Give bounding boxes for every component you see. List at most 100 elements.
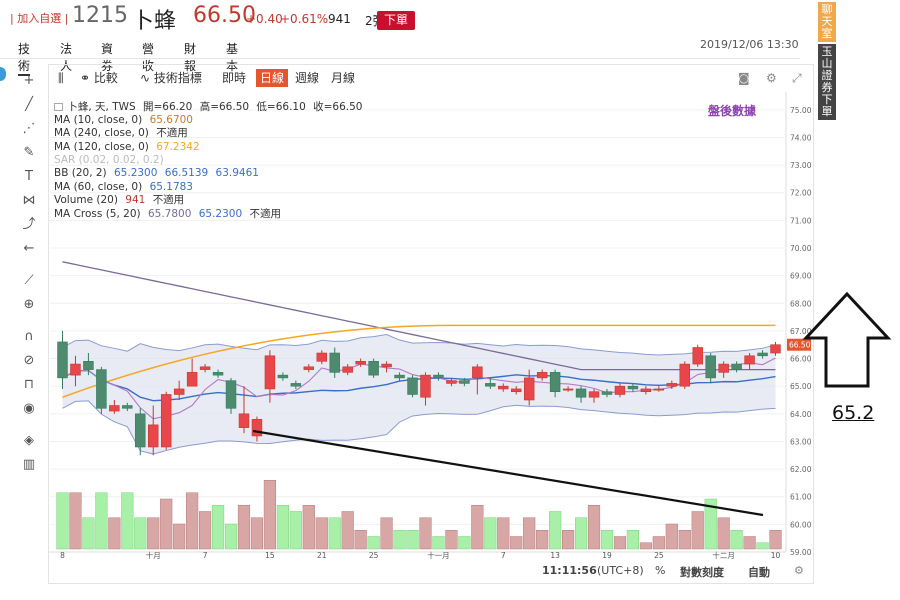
volume-bar [678,530,691,550]
tab-financials[interactable]: 財報 [184,42,197,73]
volume-bar [549,511,562,550]
price-chart[interactable]: 75.00 74.00 73.00 72.00 71.00 70.00 69.00 68.00… [48,92,813,560]
y-tick-label: 62.00 [790,465,812,474]
percent-toggle[interactable]: % [655,564,666,577]
legend-main: 卜蜂, 天, TWS 開=66.20 高=66.50 低=66.10 收=66.… [54,101,362,114]
camera-icon[interactable]: ◙ [738,71,750,85]
auto-scale-toggle[interactable]: 自動 [748,566,770,579]
layers-icon[interactable]: ◈ [24,433,34,448]
legend-volume-v2: 不適用 [152,194,185,206]
legend-bb-label: BB (20, 2) [54,167,107,179]
settings-gear-icon[interactable]: ⚙ [794,564,804,577]
x-tick-label: 7 [203,551,208,560]
volume-bar [639,542,652,550]
back-arrow-icon[interactable]: ← [23,241,35,256]
candle-body [433,374,444,379]
volume-bar [574,517,588,550]
volume-bar [717,517,730,550]
add-watchlist-link[interactable]: | 加入自選 | [10,12,69,25]
crosshair-icon[interactable]: + [23,73,35,88]
panel-handle[interactable] [0,67,6,81]
fib-icon[interactable]: ⋰ [22,121,36,136]
log-scale-toggle[interactable]: 對數刻度 [680,566,724,579]
toggle-icon[interactable] [54,103,63,111]
intraday-button[interactable]: 即時 [222,71,247,85]
stock-name: 卜蜂 [132,9,177,34]
volume-bar [211,505,225,550]
volume-bar [69,492,82,550]
candle-body [57,341,68,379]
y-tick-label: 74.00 [790,133,812,142]
candle-body [770,344,781,354]
broker-order-button[interactable]: 玉山證券下單 [818,44,836,120]
text-icon[interactable]: T [25,169,33,184]
legend-macross-label: MA Cross (5, 20) [54,208,141,220]
brush-icon[interactable]: ✎ [23,145,35,160]
magnet-icon[interactable]: ∩ [24,329,34,344]
volume-bar [484,517,497,550]
x-tick-label: 19 [602,551,612,560]
eye-icon[interactable]: ◉ [23,401,35,416]
tab-technical[interactable]: 技術 [18,40,31,76]
measure-icon[interactable]: ⟋ [24,273,34,288]
legend-ma120-value: 67.2342 [156,141,200,153]
pattern-icon[interactable]: ⋈ [22,193,36,208]
volume-bar [523,517,536,550]
volume-bar [769,530,782,550]
trendline-icon[interactable]: ╱ [25,97,33,112]
candle-body [498,385,509,390]
lock-draw-icon[interactable]: ⊘ [23,353,35,368]
volume-bar [665,523,678,550]
candle-body [199,366,211,370]
clock-tz: (UTC+8) [597,564,644,577]
x-tick-label: 十二月 [712,550,735,560]
drawn-trendline[interactable] [252,429,764,517]
volume-bars [56,480,782,550]
compare-button[interactable]: ⚭ 比較 [80,69,118,87]
candle-body [96,369,107,409]
candle-body [679,363,690,387]
legend-ma60-value: 65.1783 [149,181,193,193]
price-change: +0.40 [246,12,283,26]
candle-body [238,413,250,428]
tab-basic[interactable]: 基本 [226,42,239,73]
ruler-icon[interactable]: ⤴ [22,217,36,232]
zoom-in-icon[interactable]: ⊕ [23,297,35,312]
daily-button[interactable]: 日線 [256,69,289,87]
volume-bar [199,511,212,550]
volume-bar [160,498,173,550]
candle-body [329,352,340,373]
monthly-button[interactable]: 月線 [331,71,356,85]
candle-body [718,363,729,373]
volume-bar [587,505,601,550]
clock-time: 11:11:56 [542,564,597,577]
legend-low: 低=66.10 [256,101,306,113]
volume-bar [328,517,341,550]
volume-bar [730,530,743,550]
legend-sar-label: SAR (0.02, 0.02, 0.2) [54,154,164,166]
quote-bar: | 加入自選 | 1215 卜蜂 66.50 +0.40 +0.61% 941 … [0,0,900,36]
after-hours-label: 盤後數據 [708,104,757,118]
candle-type-icon[interactable]: ⫼ [58,71,64,85]
order-button[interactable]: 下單 [377,11,415,30]
volume-bar [250,517,264,550]
gear-icon[interactable]: ⚙ [766,71,777,85]
chat-room-button[interactable]: 聊天室 [818,2,836,42]
legend-macross-v1: 65.7800 [147,208,192,220]
volume-bar [224,523,238,550]
fullscreen-icon[interactable]: ⤢ [792,71,802,85]
legend-open: 開=66.20 [143,101,193,113]
trash-icon[interactable]: ▥ [22,457,36,472]
volume-bar [354,530,367,550]
y-tick-label: 70.00 [790,244,812,253]
volume-bar [56,492,69,550]
tab-margin[interactable]: 資券 [101,42,114,73]
indicators-button[interactable]: ∿ 技術指標 [140,69,202,87]
candle-body [485,383,496,387]
lock-icon[interactable]: ⊓ [23,377,35,392]
weekly-button[interactable]: 週線 [295,71,320,85]
tab-institutional[interactable]: 法人 [60,42,73,73]
volume-bar [263,480,276,550]
tab-revenue[interactable]: 營收 [142,42,155,73]
x-tick-label: 7 [501,551,506,560]
